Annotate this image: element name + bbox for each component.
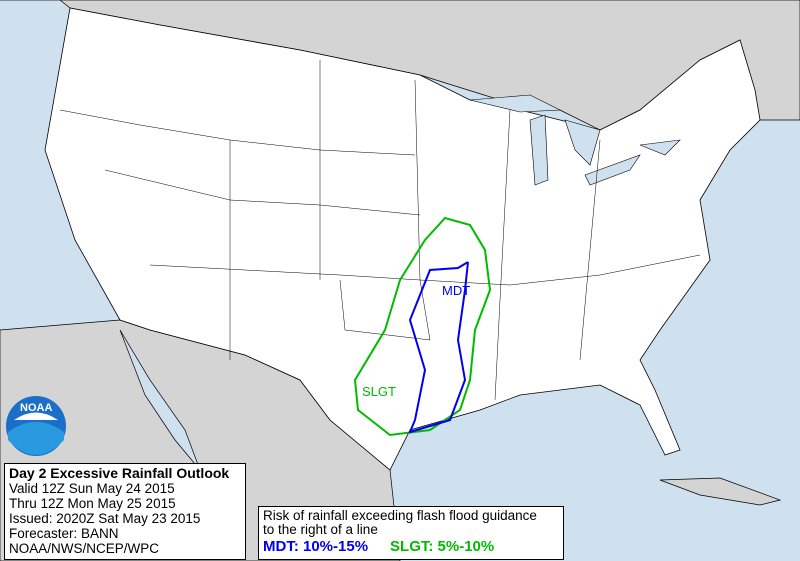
outlook-info-box: Day 2 Excessive Rainfall Outlook Valid 1… — [4, 463, 246, 560]
united-states — [44, 7, 761, 471]
legend-line-1: Risk of rainfall exceeding flash flood g… — [263, 508, 537, 523]
noaa-logo — [6, 396, 66, 456]
great-lakes — [469, 94, 681, 186]
mdt-label: MDT — [442, 283, 471, 298]
legend-slgt: SLGT: 5%-10% — [390, 538, 495, 555]
agency: NOAA/NWS/NCEP/WPC — [9, 541, 160, 556]
mdt-contour — [408, 261, 469, 434]
forecaster: Forecaster: BANN — [9, 526, 119, 541]
cuba — [659, 477, 782, 506]
thru-time: Thru 12Z Mon May 25 2015 — [9, 496, 176, 511]
outlook-title: Day 2 Excessive Rainfall Outlook — [9, 465, 230, 481]
valid-time: Valid 12Z Sun May 24 2015 — [9, 481, 175, 496]
slgt-label: SLGT — [362, 384, 396, 399]
legend-mdt: MDT: 10%-15% — [263, 538, 369, 555]
noaa-logo-text: NOAA — [20, 402, 53, 414]
legend-line-2: to the right of a line — [263, 522, 378, 537]
issued-time: Issued: 2020Z Sat May 23 2015 — [9, 511, 201, 526]
legend-box: Risk of rainfall exceeding flash flood g… — [258, 506, 564, 560]
